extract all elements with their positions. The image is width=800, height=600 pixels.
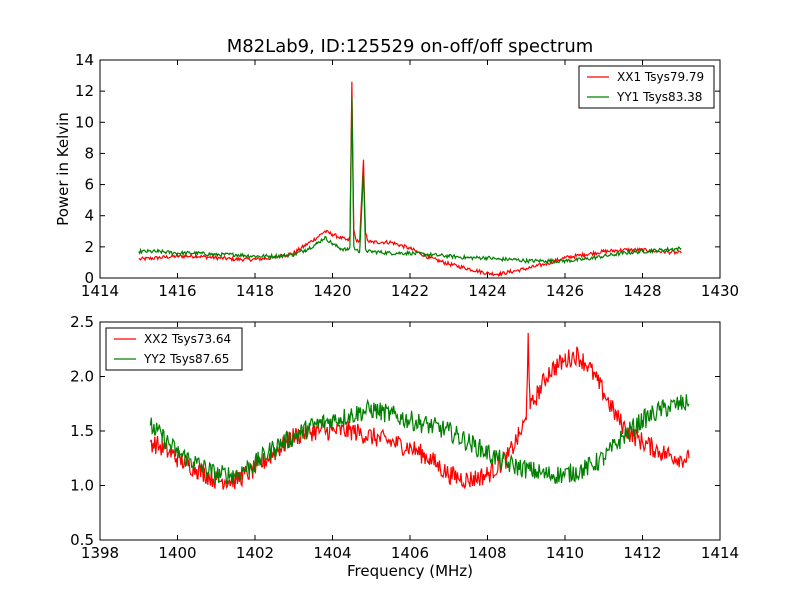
bottom-plot: 1398 1400 1402 1404 1406 1408 1410 1412 1414 0.5 1…: [70, 313, 739, 580]
legend-box: [105, 327, 243, 371]
y-tick-label: 1.5: [70, 422, 94, 440]
y-tick-label: 0.5: [70, 531, 94, 549]
y-tick-label: 10: [75, 113, 94, 131]
x-tick-label: 1414: [81, 282, 119, 300]
x-tick-label: 1424: [468, 282, 506, 300]
x-tick-label: 1398: [81, 544, 119, 562]
x-tick-label: 1400: [158, 544, 196, 562]
x-tick-label: 1406: [391, 544, 429, 562]
top-plot: 1414 1416 1418 1420 1422 1424 1426 1428 1430 0 2 4 6…: [54, 51, 739, 300]
legend-box: [578, 65, 715, 109]
y-tick-label: 2.0: [70, 368, 94, 386]
x-tick-label: 1418: [236, 282, 274, 300]
legend-label: YY1 Tsys83.38: [616, 90, 702, 104]
y-tick-label: 6: [84, 176, 94, 194]
series-line-xx: [138, 81, 682, 278]
y-tick-label: 14: [75, 51, 94, 69]
y-tick-label: 1.0: [70, 477, 94, 495]
y-axis-label: Power in Kelvin: [54, 112, 72, 226]
y-tick-label: 0: [84, 269, 94, 287]
series-group: [149, 332, 690, 490]
x-tick-label: 1404: [313, 544, 351, 562]
x-tick-label: 1426: [546, 282, 584, 300]
legend-label: XX1 Tsys79.79: [617, 70, 704, 84]
legend: XX2 Tsys73.64 YY2 Tsys87.65: [105, 327, 243, 371]
x-tick-label: 1414: [701, 544, 739, 562]
x-tick-label: 1422: [391, 282, 429, 300]
legend: XX1 Tsys79.79 YY1 Tsys83.38: [578, 65, 715, 109]
x-axis-label: Frequency (MHz): [347, 562, 473, 580]
x-tick-label: 1416: [158, 282, 196, 300]
y-tick-label: 8: [84, 144, 94, 162]
y-tick-label: 2.5: [70, 313, 94, 331]
chart-title: M82Lab9, ID:125529 on-off/off spectrum: [227, 36, 594, 57]
series-line-yy: [149, 394, 690, 485]
x-tick-label: 1408: [468, 544, 506, 562]
legend-label: YY2 Tsys87.65: [143, 352, 229, 366]
y-tick-label: 12: [75, 82, 94, 100]
x-tick-label: 1402: [236, 544, 274, 562]
series-group: [138, 81, 682, 278]
x-tick-label: 1412: [623, 544, 661, 562]
y-tick-label: 2: [84, 238, 94, 256]
x-tick-label: 1410: [546, 544, 584, 562]
legend-label: XX2 Tsys73.64: [144, 332, 231, 346]
x-tick-label: 1420: [313, 282, 351, 300]
series-line-yy: [138, 97, 682, 265]
x-tick-label: 1430: [701, 282, 739, 300]
x-tick-label: 1428: [623, 282, 661, 300]
y-tick-label: 4: [84, 207, 94, 225]
